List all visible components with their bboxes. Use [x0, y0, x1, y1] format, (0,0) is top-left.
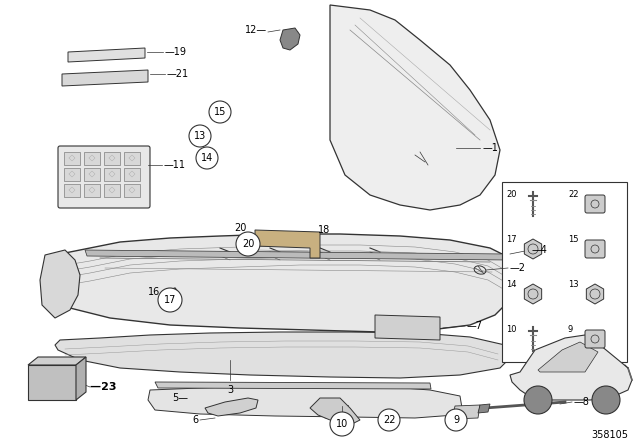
Text: 18: 18 [318, 225, 330, 235]
FancyBboxPatch shape [58, 146, 150, 208]
Text: —2: —2 [510, 263, 526, 273]
Text: —​23: —​23 [90, 382, 116, 392]
Circle shape [196, 147, 218, 169]
Bar [64, 168, 80, 181]
Polygon shape [478, 404, 490, 413]
Polygon shape [255, 230, 320, 258]
Bar [84, 184, 100, 197]
Text: 22: 22 [383, 415, 396, 425]
Text: 14: 14 [201, 153, 213, 163]
Text: 20: 20 [234, 223, 246, 233]
Polygon shape [452, 405, 480, 419]
Text: 22: 22 [568, 190, 579, 199]
Bar [84, 152, 100, 165]
Polygon shape [62, 70, 148, 86]
Text: 20: 20 [506, 190, 516, 199]
Text: 9: 9 [568, 325, 573, 334]
Bar [84, 168, 100, 181]
Bar [104, 184, 120, 197]
Text: 16: 16 [148, 287, 160, 297]
Bar [124, 168, 140, 181]
Polygon shape [68, 48, 145, 62]
Text: 15: 15 [214, 107, 226, 117]
Text: —7: —7 [467, 321, 483, 331]
Text: 20: 20 [242, 239, 254, 249]
Circle shape [592, 386, 620, 414]
Text: 17: 17 [164, 295, 176, 305]
Bar [64, 184, 80, 197]
Text: 15: 15 [568, 235, 579, 244]
Text: 3: 3 [227, 385, 233, 395]
Text: 6: 6 [192, 415, 198, 425]
Text: 358105: 358105 [591, 430, 628, 440]
Text: —8: —8 [574, 397, 590, 407]
Text: 9: 9 [453, 415, 459, 425]
Text: 10: 10 [336, 419, 348, 429]
Circle shape [236, 232, 260, 256]
Polygon shape [55, 332, 508, 378]
Polygon shape [40, 250, 80, 318]
Circle shape [378, 409, 400, 431]
Text: —1: —1 [483, 143, 499, 153]
Bar [64, 152, 80, 165]
Polygon shape [76, 357, 86, 400]
Bar [104, 168, 120, 181]
Circle shape [330, 412, 354, 436]
Text: —19: —19 [165, 47, 187, 57]
Bar [502, 182, 627, 362]
Text: —4: —4 [532, 245, 548, 255]
Polygon shape [85, 250, 507, 260]
Text: 10: 10 [506, 325, 516, 334]
Circle shape [445, 409, 467, 431]
Bar [124, 184, 140, 197]
Text: —21: —21 [167, 69, 189, 79]
Text: 14: 14 [506, 280, 516, 289]
Text: 17: 17 [506, 235, 516, 244]
Text: 13: 13 [568, 280, 579, 289]
Text: 12—: 12— [245, 25, 267, 35]
Polygon shape [28, 365, 76, 400]
Text: 13: 13 [194, 131, 206, 141]
Polygon shape [148, 386, 462, 418]
Circle shape [158, 288, 182, 312]
Text: 5—: 5— [172, 393, 188, 403]
Polygon shape [538, 342, 598, 372]
Circle shape [189, 125, 211, 147]
Circle shape [524, 386, 552, 414]
Polygon shape [45, 234, 515, 332]
FancyBboxPatch shape [585, 240, 605, 258]
Polygon shape [330, 5, 500, 210]
Bar [104, 152, 120, 165]
Text: —11: —11 [164, 160, 186, 170]
Bar [124, 152, 140, 165]
Polygon shape [510, 335, 632, 400]
Polygon shape [310, 398, 360, 425]
FancyBboxPatch shape [585, 195, 605, 213]
Polygon shape [28, 357, 86, 365]
Circle shape [209, 101, 231, 123]
Polygon shape [280, 28, 300, 50]
Polygon shape [375, 315, 440, 340]
Polygon shape [205, 398, 258, 416]
Polygon shape [155, 382, 431, 389]
FancyBboxPatch shape [585, 330, 605, 348]
